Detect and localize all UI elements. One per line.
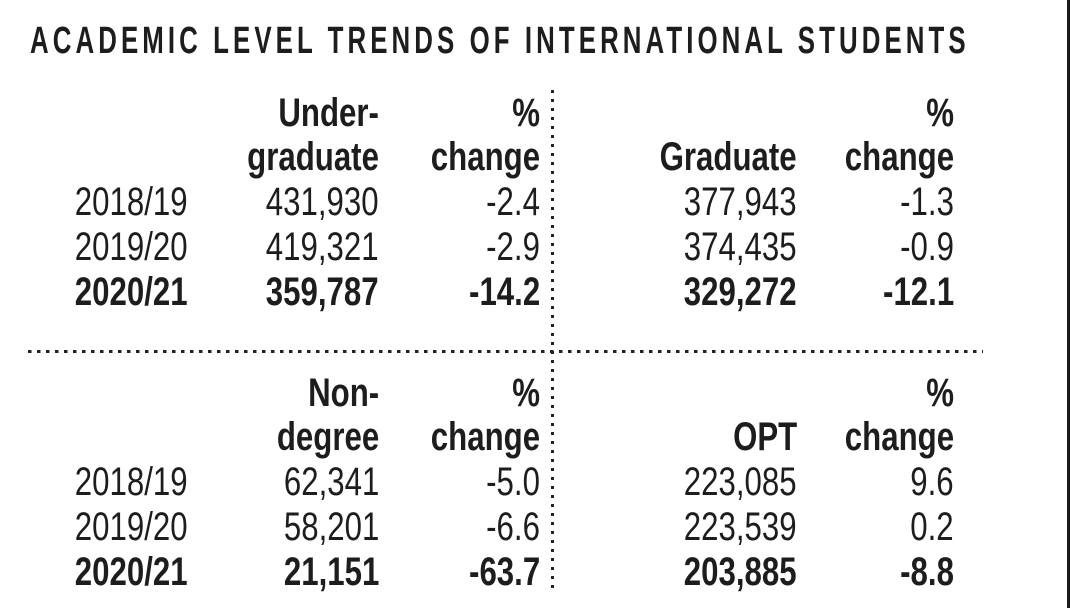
table-row: 203,885 -8.8 [600,550,954,595]
undergraduate-pct: -14.2 [468,270,540,314]
nondegree-value: 58,201 [283,505,379,549]
undergraduate-pct: -2.4 [486,180,540,224]
year-label: 2019/20 [75,505,188,549]
table-row: 2019/20 419,321 -2.9 [30,225,540,270]
horizontal-dotted-divider [28,350,983,353]
opt-value: 223,539 [684,505,797,549]
undergraduate-pct: -2.9 [486,225,540,269]
graduate-pct: -1.3 [900,180,954,224]
table-row: 377,943 -1.3 [600,180,954,225]
graduate-table: Graduate % change 377,943 -1.3 374,435 -… [600,88,954,315]
empty-header-cell [30,365,188,460]
opt-header-label: OPT [732,415,797,459]
opt-pct: 0.2 [910,505,954,549]
table-row: 2020/21 21,151 -63.7 [30,550,540,595]
pct-change-header-label: % change [430,91,540,179]
opt-value: 203,885 [684,550,797,594]
opt-column-header: OPT [600,365,797,460]
nondegree-pct: -6.6 [486,505,540,549]
empty-header-cell [30,88,188,180]
opt-table: OPT % change 223,085 9.6 223,539 0.2 203… [600,365,954,595]
undergraduate-value: 431,930 [266,180,379,224]
undergraduate-value: 359,787 [266,270,379,314]
nondegree-header-label: Non- degree [276,371,379,459]
graduate-value: 377,943 [684,180,797,224]
opt-pct: 9.6 [910,460,954,504]
year-label: 2020/21 [75,270,188,314]
table-row: 374,435 -0.9 [600,225,954,270]
table-row: 2018/19 62,341 -5.0 [30,460,540,505]
year-label: 2020/21 [75,550,188,594]
undergraduate-value: 419,321 [266,225,379,269]
graduate-pct: -12.1 [882,270,954,314]
opt-pct: -8.8 [900,550,954,594]
undergraduate-pct-header: % change [379,88,540,180]
table-row: 223,539 0.2 [600,505,954,550]
undergraduate-header-label: Under- graduate [247,91,379,179]
nondegree-column-header: Non- degree [188,365,379,460]
graduate-value: 374,435 [684,225,797,269]
nondegree-value: 21,151 [283,550,379,594]
graduate-pct-header: % change [797,88,954,180]
page-title: ACADEMIC LEVEL TRENDS OF INTERNATIONAL S… [30,20,970,62]
year-label: 2019/20 [75,225,188,269]
table-row: 2018/19 431,930 -2.4 [30,180,540,225]
graduate-column-header: Graduate [600,88,797,180]
nondegree-pct: -63.7 [468,550,540,594]
graduate-value: 329,272 [684,270,797,314]
opt-pct-header: % change [797,365,954,460]
table-row: 2019/20 58,201 -6.6 [30,505,540,550]
vertical-dotted-divider [551,90,554,592]
pct-change-header-label: % change [430,371,540,459]
opt-value: 223,085 [684,460,797,504]
year-label: 2018/19 [75,460,188,504]
graduate-header-label: Graduate [660,135,797,179]
undergraduate-table: Under- graduate % change 2018/19 431,930… [30,88,540,315]
table-row: 2020/21 359,787 -14.2 [30,270,540,315]
nondegree-pct-header: % change [379,365,540,460]
table-row: 329,272 -12.1 [600,270,954,315]
pct-change-header-label: % change [844,91,954,179]
year-label: 2018/19 [75,180,188,224]
nondegree-pct: -5.0 [486,460,540,504]
pct-change-header-label: % change [844,371,954,459]
right-edge-rule [1067,0,1070,608]
nondegree-value: 62,341 [283,460,379,504]
undergraduate-column-header: Under- graduate [188,88,379,180]
graduate-pct: -0.9 [900,225,954,269]
table-row: 223,085 9.6 [600,460,954,505]
nondegree-table: Non- degree % change 2018/19 62,341 -5.0… [30,365,540,595]
